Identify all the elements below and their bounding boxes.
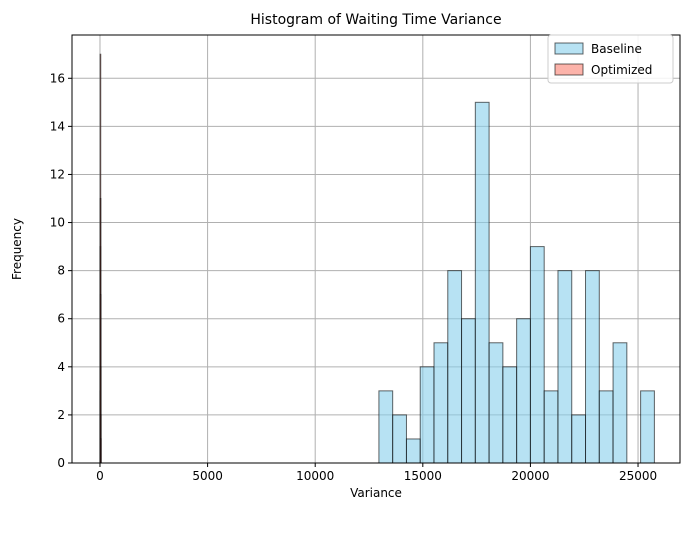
baseline-bar xyxy=(405,438,421,464)
y-tick-label: 10 xyxy=(50,216,65,230)
y-axis-label: Frequency xyxy=(10,218,24,280)
y-tick-label: 6 xyxy=(57,312,65,326)
y-tick-label: 14 xyxy=(50,119,65,133)
optimized-bar xyxy=(100,438,102,464)
x-tick-label: 15000 xyxy=(404,469,442,483)
legend-label-optimized: Optimized xyxy=(591,63,652,77)
baseline-bar xyxy=(598,390,614,464)
grid-lines xyxy=(72,35,680,464)
legend: Baseline Optimized xyxy=(547,34,674,84)
baseline-bar xyxy=(488,342,504,464)
x-tick-label: 0 xyxy=(96,469,104,483)
baseline-bar xyxy=(474,101,490,464)
baseline-bar xyxy=(419,366,435,464)
baseline-bar xyxy=(516,318,531,464)
baseline-bar xyxy=(640,390,655,464)
baseline-bar xyxy=(433,342,449,464)
baseline-bar xyxy=(447,270,463,464)
x-tick-label: 20000 xyxy=(511,469,549,483)
x-axis-label: Variance xyxy=(350,486,402,500)
baseline-bar xyxy=(585,270,600,464)
x-tick-label: 10000 xyxy=(296,469,334,483)
y-tick-label: 4 xyxy=(57,360,65,374)
x-tick-label: 5000 xyxy=(192,469,223,483)
y-axis-ticks: 0 2 4 6 8 10 12 14 16 xyxy=(50,71,72,470)
baseline-bar xyxy=(571,414,587,464)
baseline-bar xyxy=(392,414,407,464)
x-axis-ticks: 0 5000 10000 15000 20000 25000 xyxy=(96,463,657,483)
baseline-bar xyxy=(461,318,476,464)
y-tick-label: 12 xyxy=(50,167,65,181)
legend-swatch-baseline xyxy=(554,42,584,55)
baseline-bar xyxy=(543,390,559,464)
baseline-bar xyxy=(529,246,545,464)
y-tick-label: 16 xyxy=(50,71,65,85)
legend-swatch-optimized xyxy=(554,63,584,76)
y-tick-label: 2 xyxy=(57,408,65,422)
y-tick-label: 8 xyxy=(57,264,65,278)
baseline-bar xyxy=(502,366,518,464)
baseline-bar xyxy=(612,342,628,464)
plot-frame xyxy=(71,34,681,464)
x-tick-label: 25000 xyxy=(619,469,657,483)
chart-title: Histogram of Waiting Time Variance xyxy=(250,12,501,28)
baseline-bar xyxy=(378,390,394,464)
y-tick-label: 0 xyxy=(57,456,65,470)
legend-label-baseline: Baseline xyxy=(591,42,642,56)
baseline-bar xyxy=(557,270,573,464)
